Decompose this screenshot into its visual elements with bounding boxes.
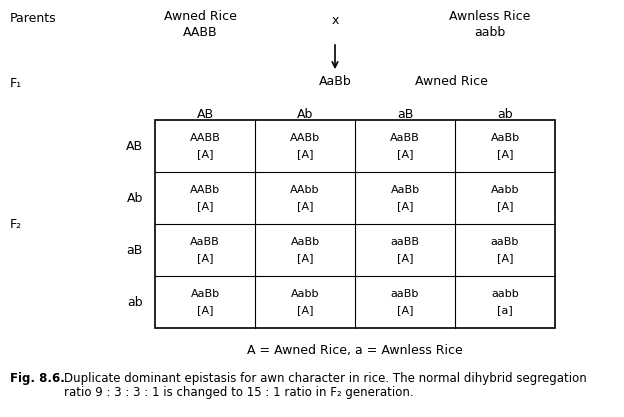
Text: [A]: [A] [197, 305, 213, 315]
Text: F₁: F₁ [10, 77, 22, 90]
Text: AaBb: AaBb [190, 289, 220, 299]
Text: x: x [331, 14, 339, 27]
Text: AaBB: AaBB [390, 133, 420, 143]
Text: AB: AB [197, 108, 213, 121]
Text: AaBB: AaBB [190, 237, 220, 247]
Text: [A]: [A] [297, 305, 313, 315]
Text: Awned Rice: Awned Rice [415, 75, 488, 88]
Text: [A]: [A] [397, 149, 413, 159]
Text: [A]: [A] [297, 201, 313, 211]
Text: AABb: AABb [190, 185, 220, 195]
Text: [A]: [A] [497, 149, 514, 159]
Text: A = Awned Rice, a = Awnless Rice: A = Awned Rice, a = Awnless Rice [247, 344, 463, 357]
Text: AABb: AABb [290, 133, 320, 143]
Text: Ab: Ab [297, 108, 313, 121]
Text: [A]: [A] [197, 253, 213, 263]
Text: AABB: AABB [183, 26, 217, 39]
Text: AaBb: AaBb [391, 185, 419, 195]
Text: aabb: aabb [491, 289, 519, 299]
Text: Ab: Ab [127, 191, 143, 204]
Text: [A]: [A] [197, 201, 213, 211]
Text: ab: ab [127, 296, 143, 309]
Text: aabb: aabb [474, 26, 505, 39]
Text: Fig. 8.6.: Fig. 8.6. [10, 372, 65, 385]
Text: [A]: [A] [197, 149, 213, 159]
Text: ratio 9 : 3 : 3 : 1 is changed to 15 : 1 ratio in F₂ generation.: ratio 9 : 3 : 3 : 1 is changed to 15 : 1… [64, 386, 414, 399]
Text: Awned Rice: Awned Rice [163, 10, 236, 23]
Text: F₂: F₂ [10, 218, 22, 231]
Text: AaBb: AaBb [490, 133, 520, 143]
Text: [A]: [A] [297, 253, 313, 263]
Text: AaBb: AaBb [319, 75, 351, 88]
Text: aaBb: aaBb [391, 289, 419, 299]
Text: [A]: [A] [297, 149, 313, 159]
Text: Aabb: Aabb [490, 185, 519, 195]
Text: [A]: [A] [497, 253, 514, 263]
Text: AAbb: AAbb [290, 185, 319, 195]
Text: Duplicate dominant epistasis for awn character in rice. The normal dihybrid segr: Duplicate dominant epistasis for awn cha… [64, 372, 587, 385]
Text: Aabb: Aabb [291, 289, 319, 299]
Text: AABB: AABB [190, 133, 220, 143]
Text: [a]: [a] [497, 305, 513, 315]
Bar [155, 120, 555, 328]
Text: Awnless Rice: Awnless Rice [449, 10, 530, 23]
Text: AaBb: AaBb [290, 237, 319, 247]
Text: [A]: [A] [497, 201, 514, 211]
Text: [A]: [A] [397, 253, 413, 263]
Text: aB: aB [127, 244, 143, 256]
Text: [A]: [A] [397, 201, 413, 211]
Text: aaBb: aaBb [491, 237, 519, 247]
Text: AB: AB [126, 140, 143, 153]
Text: Parents: Parents [10, 12, 57, 25]
Text: [A]: [A] [397, 305, 413, 315]
Text: ab: ab [497, 108, 513, 121]
Text: aaBB: aaBB [391, 237, 419, 247]
Text: aB: aB [397, 108, 413, 121]
